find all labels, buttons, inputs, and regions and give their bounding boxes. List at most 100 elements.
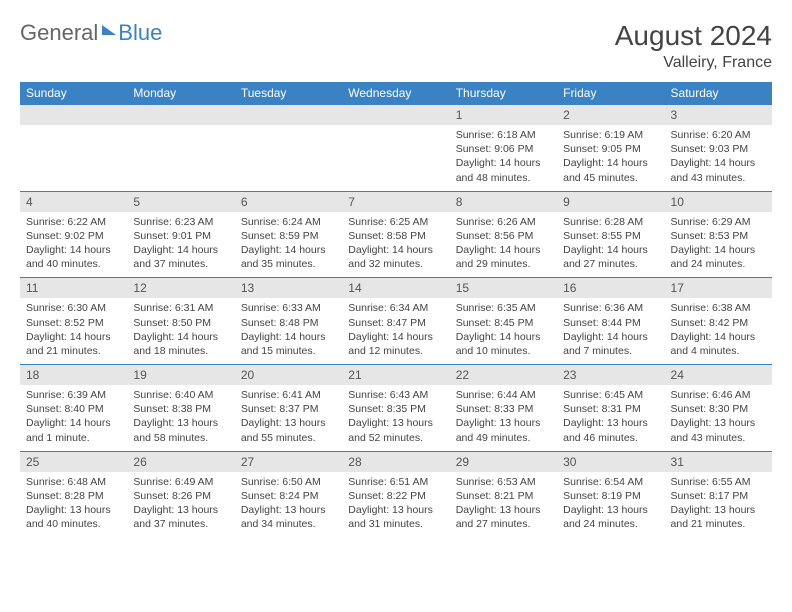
calendar-day-cell: 14Sunrise: 6:34 AMSunset: 8:47 PMDayligh…	[342, 278, 449, 365]
calendar-day-cell: 28Sunrise: 6:51 AMSunset: 8:22 PMDayligh…	[342, 451, 449, 537]
day-number: 20	[235, 365, 342, 385]
daylight-text: Daylight: 14 hours and 21 minutes.	[26, 330, 121, 358]
calendar-day-cell: 23Sunrise: 6:45 AMSunset: 8:31 PMDayligh…	[557, 365, 664, 452]
calendar-day-cell: 17Sunrise: 6:38 AMSunset: 8:42 PMDayligh…	[665, 278, 772, 365]
daylight-text: Daylight: 13 hours and 34 minutes.	[241, 503, 336, 531]
sunrise-text: Sunrise: 6:39 AM	[26, 388, 121, 402]
calendar-day-cell: 15Sunrise: 6:35 AMSunset: 8:45 PMDayligh…	[450, 278, 557, 365]
weekday-header: Tuesday	[235, 82, 342, 105]
calendar-day-cell: 10Sunrise: 6:29 AMSunset: 8:53 PMDayligh…	[665, 191, 772, 278]
logo-text-1: General	[20, 20, 98, 46]
day-details: Sunrise: 6:38 AMSunset: 8:42 PMDaylight:…	[665, 298, 772, 364]
day-number: 7	[342, 192, 449, 212]
day-number: 6	[235, 192, 342, 212]
day-number: 17	[665, 278, 772, 298]
calendar-day-cell: 19Sunrise: 6:40 AMSunset: 8:38 PMDayligh…	[127, 365, 234, 452]
sunrise-text: Sunrise: 6:43 AM	[348, 388, 443, 402]
sunset-text: Sunset: 8:45 PM	[456, 316, 551, 330]
calendar-day-cell: 9Sunrise: 6:28 AMSunset: 8:55 PMDaylight…	[557, 191, 664, 278]
day-number: 5	[127, 192, 234, 212]
sunrise-text: Sunrise: 6:35 AM	[456, 301, 551, 315]
day-details: Sunrise: 6:53 AMSunset: 8:21 PMDaylight:…	[450, 472, 557, 538]
day-number	[235, 105, 342, 125]
day-number: 21	[342, 365, 449, 385]
sunset-text: Sunset: 8:55 PM	[563, 229, 658, 243]
sunrise-text: Sunrise: 6:30 AM	[26, 301, 121, 315]
calendar-table: Sunday Monday Tuesday Wednesday Thursday…	[20, 82, 772, 537]
sunset-text: Sunset: 8:47 PM	[348, 316, 443, 330]
daylight-text: Daylight: 14 hours and 35 minutes.	[241, 243, 336, 271]
day-details: Sunrise: 6:43 AMSunset: 8:35 PMDaylight:…	[342, 385, 449, 451]
day-details: Sunrise: 6:45 AMSunset: 8:31 PMDaylight:…	[557, 385, 664, 451]
day-number: 26	[127, 452, 234, 472]
day-number: 16	[557, 278, 664, 298]
sunrise-text: Sunrise: 6:18 AM	[456, 128, 551, 142]
day-details: Sunrise: 6:51 AMSunset: 8:22 PMDaylight:…	[342, 472, 449, 538]
sunset-text: Sunset: 8:22 PM	[348, 489, 443, 503]
day-number: 27	[235, 452, 342, 472]
sunrise-text: Sunrise: 6:33 AM	[241, 301, 336, 315]
sunset-text: Sunset: 8:42 PM	[671, 316, 766, 330]
calendar-day-cell: 2Sunrise: 6:19 AMSunset: 9:05 PMDaylight…	[557, 105, 664, 192]
sunset-text: Sunset: 8:59 PM	[241, 229, 336, 243]
day-details: Sunrise: 6:36 AMSunset: 8:44 PMDaylight:…	[557, 298, 664, 364]
day-details: Sunrise: 6:23 AMSunset: 9:01 PMDaylight:…	[127, 212, 234, 278]
sunrise-text: Sunrise: 6:46 AM	[671, 388, 766, 402]
day-number: 4	[20, 192, 127, 212]
sunrise-text: Sunrise: 6:26 AM	[456, 215, 551, 229]
calendar-week-row: 18Sunrise: 6:39 AMSunset: 8:40 PMDayligh…	[20, 365, 772, 452]
sunset-text: Sunset: 8:50 PM	[133, 316, 228, 330]
sunset-text: Sunset: 8:21 PM	[456, 489, 551, 503]
day-details: Sunrise: 6:46 AMSunset: 8:30 PMDaylight:…	[665, 385, 772, 451]
calendar-day-cell: 31Sunrise: 6:55 AMSunset: 8:17 PMDayligh…	[665, 451, 772, 537]
daylight-text: Daylight: 14 hours and 32 minutes.	[348, 243, 443, 271]
weekday-header: Wednesday	[342, 82, 449, 105]
calendar-day-cell: 24Sunrise: 6:46 AMSunset: 8:30 PMDayligh…	[665, 365, 772, 452]
calendar-page: General Blue August 2024 Valleiry, Franc…	[0, 0, 792, 547]
calendar-day-cell	[342, 105, 449, 192]
sunrise-text: Sunrise: 6:51 AM	[348, 475, 443, 489]
calendar-day-cell: 21Sunrise: 6:43 AMSunset: 8:35 PMDayligh…	[342, 365, 449, 452]
day-details: Sunrise: 6:29 AMSunset: 8:53 PMDaylight:…	[665, 212, 772, 278]
calendar-day-cell: 30Sunrise: 6:54 AMSunset: 8:19 PMDayligh…	[557, 451, 664, 537]
day-details	[342, 125, 449, 183]
sunset-text: Sunset: 8:44 PM	[563, 316, 658, 330]
day-details: Sunrise: 6:50 AMSunset: 8:24 PMDaylight:…	[235, 472, 342, 538]
calendar-week-row: 25Sunrise: 6:48 AMSunset: 8:28 PMDayligh…	[20, 451, 772, 537]
day-details: Sunrise: 6:18 AMSunset: 9:06 PMDaylight:…	[450, 125, 557, 191]
sunrise-text: Sunrise: 6:34 AM	[348, 301, 443, 315]
day-number: 11	[20, 278, 127, 298]
daylight-text: Daylight: 13 hours and 31 minutes.	[348, 503, 443, 531]
sunset-text: Sunset: 9:03 PM	[671, 142, 766, 156]
calendar-day-cell: 25Sunrise: 6:48 AMSunset: 8:28 PMDayligh…	[20, 451, 127, 537]
sunset-text: Sunset: 9:05 PM	[563, 142, 658, 156]
sunrise-text: Sunrise: 6:53 AM	[456, 475, 551, 489]
month-title: August 2024	[615, 20, 772, 52]
daylight-text: Daylight: 14 hours and 4 minutes.	[671, 330, 766, 358]
sunset-text: Sunset: 8:40 PM	[26, 402, 121, 416]
day-number: 15	[450, 278, 557, 298]
day-details: Sunrise: 6:24 AMSunset: 8:59 PMDaylight:…	[235, 212, 342, 278]
sunrise-text: Sunrise: 6:55 AM	[671, 475, 766, 489]
weekday-header: Thursday	[450, 82, 557, 105]
day-details: Sunrise: 6:44 AMSunset: 8:33 PMDaylight:…	[450, 385, 557, 451]
daylight-text: Daylight: 14 hours and 45 minutes.	[563, 156, 658, 184]
sunset-text: Sunset: 8:30 PM	[671, 402, 766, 416]
daylight-text: Daylight: 13 hours and 37 minutes.	[133, 503, 228, 531]
daylight-text: Daylight: 14 hours and 40 minutes.	[26, 243, 121, 271]
sunset-text: Sunset: 8:53 PM	[671, 229, 766, 243]
day-number: 19	[127, 365, 234, 385]
daylight-text: Daylight: 14 hours and 18 minutes.	[133, 330, 228, 358]
title-block: August 2024 Valleiry, France	[615, 20, 772, 72]
sunrise-text: Sunrise: 6:54 AM	[563, 475, 658, 489]
day-details	[20, 125, 127, 183]
calendar-day-cell: 8Sunrise: 6:26 AMSunset: 8:56 PMDaylight…	[450, 191, 557, 278]
day-details: Sunrise: 6:28 AMSunset: 8:55 PMDaylight:…	[557, 212, 664, 278]
sunrise-text: Sunrise: 6:28 AM	[563, 215, 658, 229]
daylight-text: Daylight: 13 hours and 40 minutes.	[26, 503, 121, 531]
weekday-header: Saturday	[665, 82, 772, 105]
day-number: 23	[557, 365, 664, 385]
day-number: 12	[127, 278, 234, 298]
sunset-text: Sunset: 9:01 PM	[133, 229, 228, 243]
day-number: 30	[557, 452, 664, 472]
